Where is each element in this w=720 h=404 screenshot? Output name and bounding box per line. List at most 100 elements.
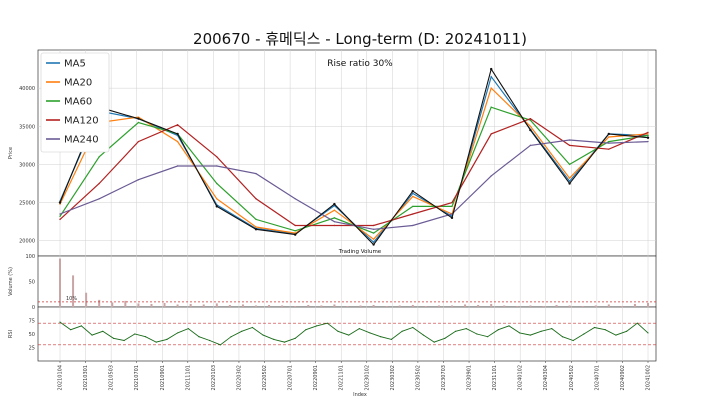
- x-tick-label: 20240502: [569, 365, 575, 390]
- data-point-ma240: [451, 213, 453, 215]
- rsi-point: [604, 329, 606, 331]
- data-point-ma20: [412, 195, 414, 198]
- rsi-point: [593, 326, 596, 329]
- rsi-point: [262, 334, 264, 336]
- data-point-close: [568, 182, 571, 185]
- price-y-axis-label: Price: [8, 147, 14, 159]
- rsi-point: [551, 328, 553, 330]
- data-point-ma60: [608, 140, 610, 143]
- rsi-point: [326, 322, 328, 324]
- rsi-point: [219, 344, 221, 346]
- data-point-ma60: [59, 215, 61, 218]
- x-tick-label: 20221101: [339, 365, 345, 390]
- data-point-ma240: [608, 142, 610, 144]
- volume-bar: [503, 305, 506, 307]
- data-point-ma60: [529, 119, 532, 121]
- x-tick-label: 20210104: [58, 365, 64, 390]
- volume-bar: [189, 303, 192, 307]
- data-point-ma120: [137, 140, 140, 143]
- data-point-ma120: [372, 224, 375, 227]
- data-point-ma20: [333, 209, 336, 211]
- x-tick-label: 20230901: [467, 365, 473, 390]
- rsi-point: [70, 329, 72, 331]
- data-point-ma240: [372, 228, 375, 230]
- volume-bar: [176, 304, 179, 307]
- rsi-point: [636, 322, 638, 324]
- data-point-ma5: [568, 180, 571, 182]
- volume-y-tick-label: 50: [29, 280, 35, 286]
- legend-label-ma20: MA20: [64, 78, 92, 89]
- x-tick-label: 20211101: [185, 365, 191, 390]
- rsi-point: [144, 336, 147, 338]
- data-point-ma20: [372, 238, 375, 240]
- rsi-point: [412, 326, 414, 329]
- data-point-ma20: [529, 125, 532, 127]
- volume-bar: [607, 304, 610, 307]
- volume-bar: [241, 304, 244, 307]
- rsi-point: [647, 332, 649, 334]
- rsi-point: [337, 330, 339, 332]
- data-point-ma120: [647, 131, 649, 134]
- rsi-point: [508, 325, 510, 327]
- rsi-point: [444, 337, 446, 339]
- volume-y-tick-label: 0: [32, 305, 35, 311]
- price-y-tick-label: 35000: [19, 124, 35, 130]
- data-point-close: [490, 67, 493, 71]
- data-point-ma120: [333, 224, 336, 227]
- x-tick-label: 20220701: [288, 365, 294, 390]
- price-panel-frame: [37, 49, 657, 257]
- data-point-ma120: [59, 218, 61, 221]
- rsi-point: [401, 330, 403, 332]
- volume-bar: [372, 304, 375, 307]
- x-tick-label: 20230502: [415, 365, 421, 390]
- data-point-ma240: [294, 198, 296, 200]
- rsi-point: [166, 338, 168, 340]
- rsi-point: [529, 334, 532, 336]
- volume-bar: [255, 305, 257, 307]
- rsi-point: [134, 333, 136, 335]
- volume-bar: [542, 305, 545, 307]
- volume-bar: [594, 305, 597, 307]
- data-point-ma120: [216, 156, 218, 158]
- rsi-point: [283, 341, 286, 343]
- data-point-ma60: [647, 134, 649, 137]
- volume-bar: [268, 304, 271, 307]
- data-point-close: [137, 117, 140, 120]
- x-tick-label: 20220502: [262, 365, 268, 390]
- data-point-ma240: [529, 144, 532, 147]
- legend-label-ma5: MA5: [64, 59, 86, 70]
- volume-bar: [568, 305, 571, 307]
- data-point-close: [176, 132, 179, 136]
- chart-title: 200670 - 휴메딕스 - Long-term (D: 20241011): [193, 30, 527, 48]
- data-point-ma240: [59, 213, 61, 215]
- data-point-ma5: [372, 241, 375, 243]
- volume-y-axis-label: Volume (%): [8, 267, 14, 296]
- volume-bar: [281, 305, 284, 307]
- price-y-tick-label: 30000: [19, 162, 35, 168]
- rsi-point: [251, 326, 254, 329]
- volume-bar: [424, 305, 427, 307]
- data-point-close: [411, 189, 414, 193]
- rsi-point: [369, 332, 371, 334]
- data-point-ma5: [412, 192, 414, 195]
- price-y-tick-label: 20000: [19, 239, 35, 245]
- rsi-point: [433, 341, 435, 343]
- volume-bar: [477, 304, 480, 307]
- volume-bar: [633, 303, 636, 307]
- rsi-point: [198, 336, 200, 338]
- volume-bar: [411, 304, 414, 307]
- data-point-close: [372, 243, 375, 246]
- rsi-y-axis-label: RSI: [8, 330, 14, 338]
- x-tick-label: 20230302: [390, 365, 396, 390]
- volume-bar: [228, 304, 231, 307]
- price-y-tick-label: 25000: [19, 201, 35, 207]
- rsi-point: [497, 329, 499, 331]
- x-tick-label: 20220302: [236, 365, 242, 390]
- legend-box: [40, 52, 110, 153]
- data-point-ma120: [412, 213, 414, 215]
- rsi-point: [615, 334, 617, 336]
- data-point-ma120: [608, 148, 610, 150]
- volume-bar: [620, 305, 623, 307]
